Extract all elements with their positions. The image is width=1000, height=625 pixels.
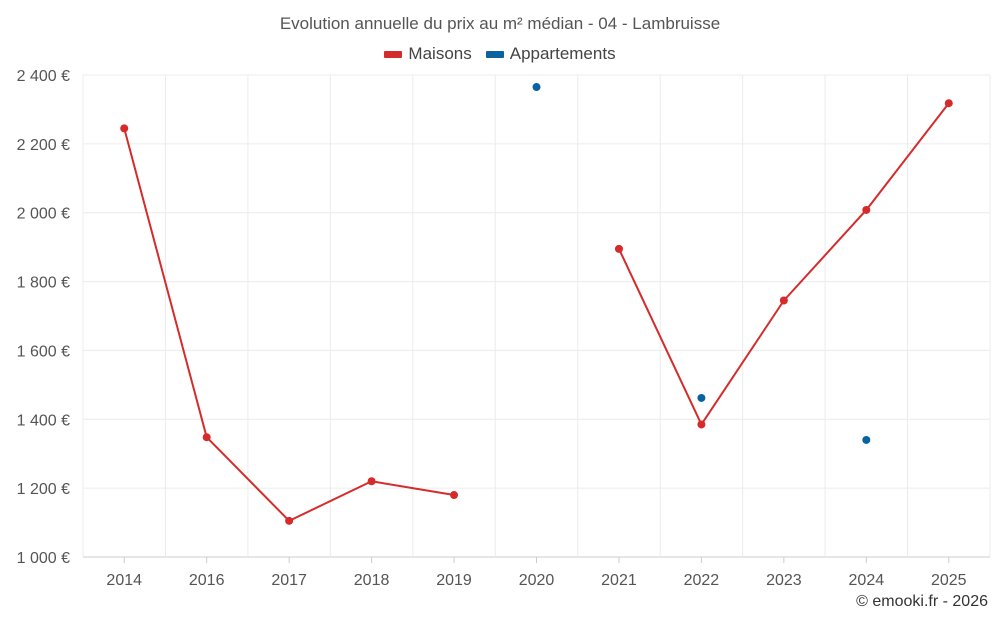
y-tick-label: 2 000 € — [17, 206, 70, 223]
x-tick-label: 2021 — [601, 572, 637, 589]
legend-label-maisons: Maisons — [408, 44, 472, 63]
x-tick-label: 2025 — [931, 572, 967, 589]
chart-title: Evolution annuelle du prix au m² médian … — [279, 14, 721, 33]
data-point-maisons — [202, 433, 211, 442]
x-tick-label: 2018 — [354, 572, 390, 589]
series-line-maisons — [700, 299, 785, 426]
legend-swatch-maisons — [384, 50, 403, 58]
data-point-appartements — [532, 83, 541, 92]
legend-item-maisons[interactable]: Maisons — [384, 44, 472, 64]
x-tick-label: 2017 — [271, 572, 307, 589]
data-point-maisons — [862, 205, 871, 214]
x-tick-label: 2023 — [766, 572, 802, 589]
legend: Maisons Appartements — [0, 44, 1000, 64]
legend-item-appartements[interactable]: Appartements — [485, 44, 616, 64]
y-tick-label: 1 400 € — [17, 412, 70, 429]
series-line-maisons — [617, 247, 703, 426]
legend-swatch-appartements — [485, 50, 504, 58]
y-tick-label: 1 000 € — [17, 550, 70, 567]
data-point-maisons — [697, 420, 706, 429]
data-point-maisons — [779, 296, 788, 305]
series-line-maisons — [123, 127, 208, 439]
data-point-maisons — [614, 244, 623, 253]
series-line-maisons — [865, 102, 950, 211]
y-tick-label: 2 400 € — [17, 68, 70, 85]
x-tick-label: 2020 — [519, 572, 555, 589]
series-line-maisons — [205, 436, 291, 522]
data-point-maisons — [944, 99, 953, 108]
series-line-maisons — [288, 480, 373, 522]
data-point-appartements — [697, 393, 706, 402]
legend-label-appartements: Appartements — [509, 44, 616, 63]
x-tick-label: 2022 — [684, 572, 720, 589]
data-point-appartements — [862, 435, 871, 444]
data-point-maisons — [120, 124, 129, 133]
x-tick-label: 2016 — [189, 572, 225, 589]
x-tick-label: 2014 — [106, 572, 142, 589]
credit-text: © emooki.fr - 2026 — [856, 593, 988, 610]
series-line-maisons — [782, 208, 868, 302]
y-tick-label: 1 600 € — [17, 343, 70, 360]
y-tick-label: 1 800 € — [17, 275, 70, 292]
x-tick-label: 2024 — [849, 572, 885, 589]
y-tick-label: 1 200 € — [17, 481, 70, 498]
series-line-maisons — [370, 480, 456, 497]
data-point-maisons — [450, 491, 459, 500]
x-tick-label: 2019 — [436, 572, 472, 589]
data-point-maisons — [285, 516, 294, 525]
y-tick-label: 2 200 € — [17, 137, 70, 154]
data-point-maisons — [367, 477, 376, 486]
